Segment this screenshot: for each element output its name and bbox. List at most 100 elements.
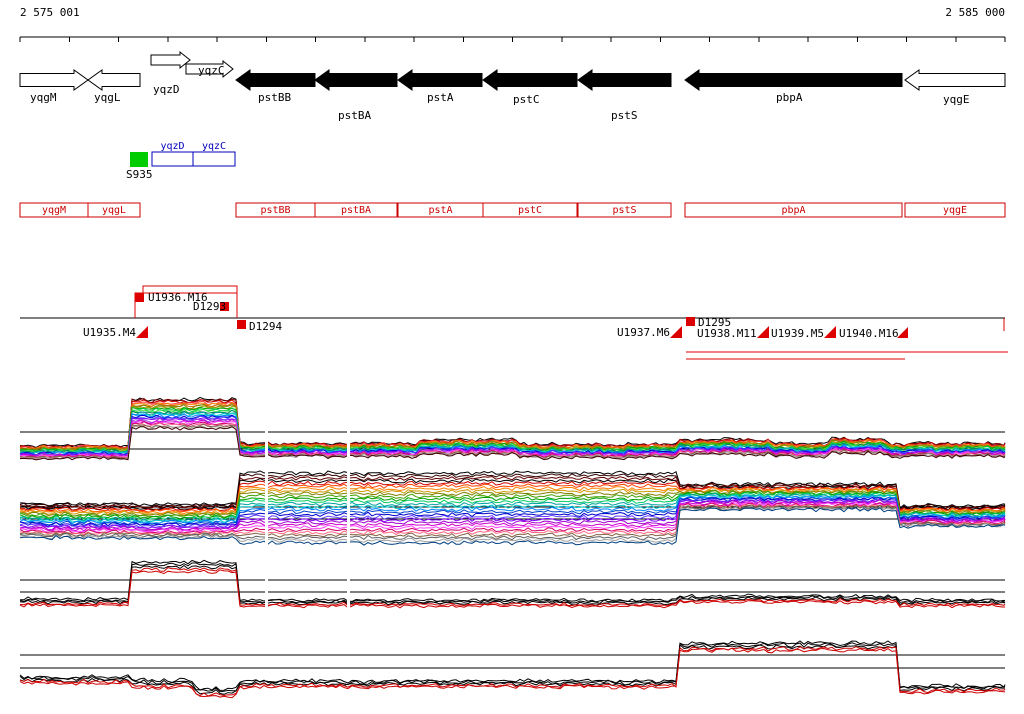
- segment-box[interactable]: [19, 202, 141, 218]
- segment-label: yqgL: [102, 205, 126, 216]
- gene-arrow-yqgE[interactable]: [904, 69, 1006, 91]
- probe-label-U1940.M16[interactable]: U1940.M16: [839, 327, 899, 340]
- expression-panel-4: [19, 640, 1006, 699]
- data-gap: [347, 555, 350, 625]
- expression-line: [19, 488, 1006, 516]
- segment-label: pstA: [428, 205, 452, 216]
- probe-marker-square[interactable]: [135, 293, 144, 302]
- segment-label: pbpA: [781, 205, 805, 216]
- expression-line: [19, 483, 1006, 513]
- expression-line: [19, 562, 1006, 604]
- gene-label-yqgM: yqgM: [30, 91, 57, 104]
- data-gap: [265, 555, 268, 625]
- segment-label: pstC: [518, 205, 542, 216]
- probe-label-U1936.M16[interactable]: U1936.M16: [148, 291, 208, 304]
- gene-arrow-yqzC[interactable]: [185, 59, 234, 79]
- data-gap: [265, 398, 268, 466]
- expression-line: [19, 498, 1006, 530]
- segment-label: pstBA: [341, 205, 371, 216]
- gene-label-pstBB: pstBB: [258, 91, 291, 104]
- segment-label: yqgE: [943, 205, 967, 216]
- expression-line: [19, 504, 1006, 538]
- expression-line: [19, 507, 1006, 546]
- expression-line: [19, 503, 1006, 536]
- probe-flag[interactable]: [670, 326, 682, 338]
- gene-arrow-pstA[interactable]: [397, 69, 483, 91]
- probe-label-D1295[interactable]: D1295: [698, 316, 731, 329]
- expression-line: [19, 489, 1006, 518]
- s-box-marker[interactable]: [130, 152, 148, 167]
- probe-label-U1935.M4[interactable]: U1935.M4: [83, 326, 136, 339]
- expression-line: [19, 559, 1006, 603]
- data-gap: [347, 468, 350, 548]
- expression-line: [19, 493, 1006, 523]
- segment-label: pstBB: [260, 205, 290, 216]
- transcript-cell-label: yqzC: [202, 141, 226, 152]
- expression-line: [19, 399, 1006, 450]
- probe-flag[interactable]: [824, 326, 836, 338]
- gene-arrow-yqgM[interactable]: [19, 69, 89, 91]
- gene-arrow-yqgL[interactable]: [87, 69, 141, 91]
- gene-label-yqzD: yqzD: [153, 83, 180, 96]
- gene-arrow-pbpA[interactable]: [684, 69, 903, 91]
- probe-marker-square[interactable]: [686, 317, 695, 326]
- ruler-end-coordinate: 2 585 000: [945, 6, 1005, 19]
- gene-arrow-yqzD[interactable]: [150, 50, 191, 70]
- data-gap: [265, 468, 268, 548]
- probe-label-U1937.M6[interactable]: U1937.M6: [617, 326, 670, 339]
- expression-panel-1: [19, 396, 1006, 466]
- ruler-start-coordinate: 2 575 001: [20, 6, 80, 19]
- gene-arrow-pstBB[interactable]: [235, 69, 316, 91]
- expression-line: [19, 498, 1006, 529]
- gene-label-pstA: pstA: [427, 91, 454, 104]
- segment-box[interactable]: [577, 202, 672, 218]
- gene-label-pstS: pstS: [611, 109, 638, 122]
- probe-flag[interactable]: [757, 326, 769, 338]
- probe-label-D1294[interactable]: D1294: [249, 320, 282, 333]
- data-gap: [347, 398, 350, 466]
- expression-line: [19, 470, 1006, 509]
- probe-label-U1939.M5[interactable]: U1939.M5: [771, 327, 824, 340]
- segment-label: yqgM: [42, 205, 66, 216]
- expression-line: [19, 496, 1006, 527]
- expression-line: [19, 564, 1006, 606]
- gene-label-pstBA: pstBA: [338, 109, 371, 122]
- transcript-cell-label: yqzD: [160, 141, 184, 152]
- expression-line: [19, 567, 1006, 607]
- expression-panel-3: [19, 555, 1006, 625]
- gene-label-pstC: pstC: [513, 93, 540, 106]
- gene-arrow-pstC[interactable]: [482, 69, 578, 91]
- expression-line: [19, 640, 1006, 691]
- expression-line: [19, 493, 1006, 522]
- expression-line: [19, 643, 1006, 695]
- probe-label-U1938.M11[interactable]: U1938.M11: [697, 327, 757, 340]
- expression-line: [19, 569, 1006, 609]
- probe-marker-square[interactable]: [220, 302, 229, 311]
- expression-line: [19, 502, 1006, 535]
- probe-boundary-line: [142, 285, 238, 293]
- probe-label-D1293[interactable]: D1293: [193, 300, 226, 313]
- expression-panel-2: [19, 468, 1006, 548]
- probe-flag[interactable]: [897, 327, 908, 338]
- gene-label-pbpA: pbpA: [776, 91, 803, 104]
- gene-arrow-pstBA[interactable]: [314, 69, 398, 91]
- gene-arrow-pstS[interactable]: [577, 69, 672, 91]
- probe-flag[interactable]: [136, 326, 148, 338]
- expression-line: [19, 499, 1006, 531]
- expression-line: [19, 426, 1006, 461]
- gene-label-yqgE: yqgE: [943, 93, 970, 106]
- expression-line: [19, 477, 1006, 511]
- expression-line: [19, 647, 1006, 699]
- gene-label-yqgL: yqgL: [94, 91, 121, 104]
- segment-box[interactable]: [397, 202, 578, 218]
- segment-box[interactable]: [235, 202, 398, 218]
- segment-box[interactable]: [684, 202, 903, 218]
- gene-label-yqzC: yqzC: [198, 64, 225, 77]
- expression-line: [19, 506, 1006, 543]
- s-box-label: S935: [126, 168, 153, 181]
- segment-box[interactable]: [904, 202, 1006, 218]
- segment-label: pstS: [612, 205, 636, 216]
- probe-marker-square[interactable]: [237, 320, 246, 329]
